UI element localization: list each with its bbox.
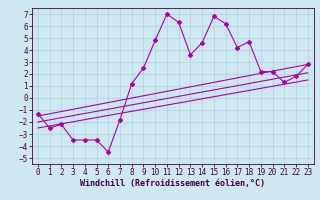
X-axis label: Windchill (Refroidissement éolien,°C): Windchill (Refroidissement éolien,°C) bbox=[80, 179, 265, 188]
